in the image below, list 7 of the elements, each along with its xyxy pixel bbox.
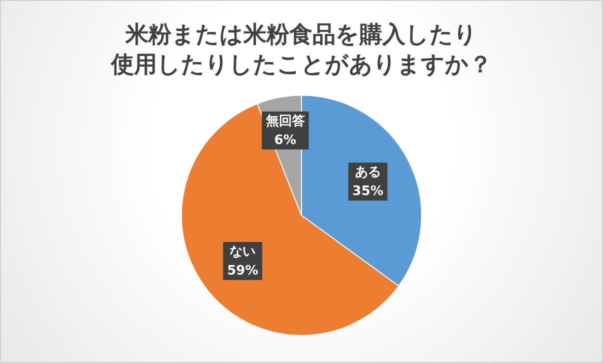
slice-label: 無回答 (264, 114, 305, 129)
data-label: 35% (352, 184, 384, 199)
slice-label: ある (354, 164, 381, 180)
slice-label: ない (230, 244, 256, 260)
data-label: 59% (227, 263, 258, 278)
chart-title: 米粉または米粉食品を購入したり使用したりしたことがありますか？ (110, 22, 492, 78)
data-label: 6% (274, 132, 296, 148)
